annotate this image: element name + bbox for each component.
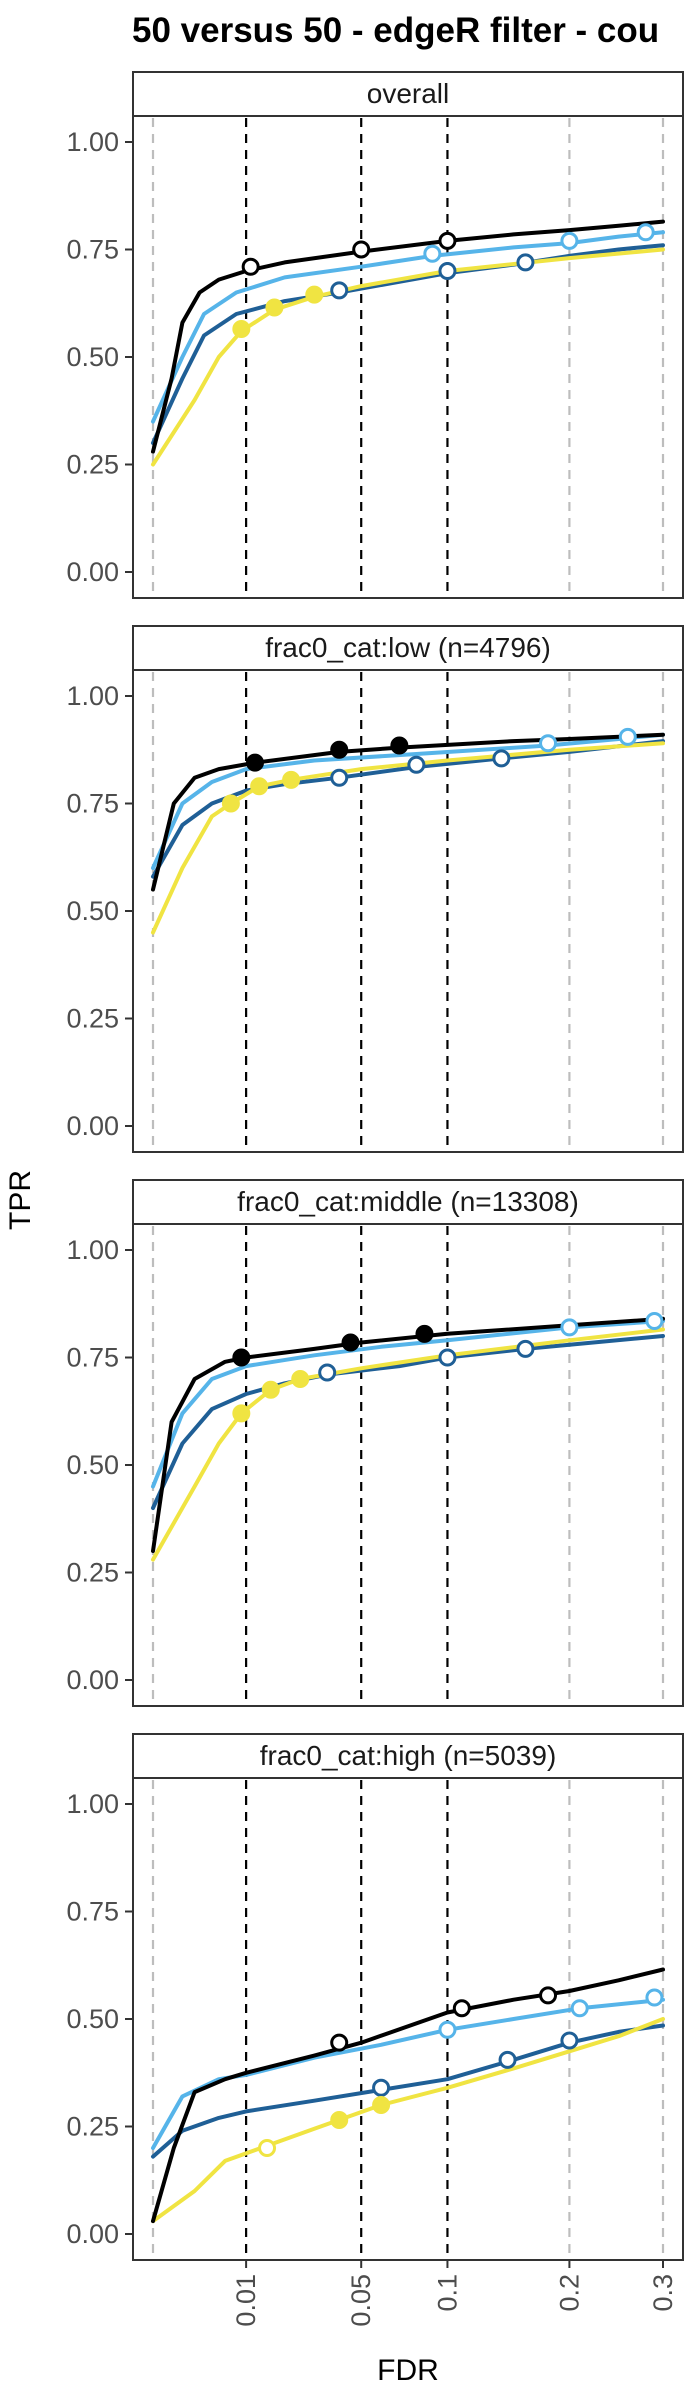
series-line-black xyxy=(151,1316,665,1553)
facet-strip xyxy=(132,625,684,671)
series-line-light-blue xyxy=(151,230,665,424)
y-tick-label: 0.25 xyxy=(66,450,119,480)
series-point-yellow xyxy=(282,770,301,789)
series-point-black xyxy=(452,1999,471,2018)
y-tick-label: 1.00 xyxy=(66,1235,119,1265)
series-point-dark-blue xyxy=(438,1348,457,1367)
series-point-yellow xyxy=(250,777,269,796)
series-point-dark-blue xyxy=(438,262,457,280)
x-tick-label: 0.3 xyxy=(648,2274,678,2312)
x-axis-label: FDR xyxy=(377,2354,439,2387)
series-point-black xyxy=(390,736,409,755)
series-point-black xyxy=(539,1986,558,2005)
facet-panel: frac0_cat:high (n=5039) 0.00 0.25 0.50 0.75 1… xyxy=(66,1733,684,2327)
y-tick-label: 0.50 xyxy=(66,1450,119,1480)
series-point-black xyxy=(232,1348,251,1367)
series-point-black xyxy=(415,1324,434,1343)
series-point-black xyxy=(438,231,457,250)
series-point-black xyxy=(330,740,349,759)
series-point-light-blue xyxy=(645,1311,664,1330)
series-point-dark-blue xyxy=(330,281,349,300)
facet-strip-label: frac0_cat:middle (n=13308) xyxy=(237,1186,579,1217)
y-tick-label: 0.75 xyxy=(66,235,119,265)
facet-panel: overall 0.00 0.25 0.50 0.75 1.00 xyxy=(66,71,684,599)
series-point-yellow xyxy=(232,320,251,339)
facet-strip-label: frac0_cat:low (n=4796) xyxy=(265,632,551,663)
y-tick-label: 0.25 xyxy=(66,1558,119,1588)
y-tick-label: 0.50 xyxy=(66,2004,119,2034)
series-point-light-blue xyxy=(560,231,579,250)
series-point-black xyxy=(246,753,264,772)
series-point-black xyxy=(330,2033,349,2052)
series-point-light-blue xyxy=(645,1988,664,2007)
series-point-light-blue xyxy=(636,223,655,242)
x-tick-label: 0.1 xyxy=(432,2274,462,2312)
y-tick-label: 0.25 xyxy=(66,2112,119,2142)
series-point-black xyxy=(241,257,260,276)
series-line-dark-blue xyxy=(151,243,665,445)
y-tick-label: 0.00 xyxy=(66,557,119,587)
series-line-dark-blue xyxy=(151,739,665,879)
chart-title: 50 versus 50 - edgeR filter - cou xyxy=(132,11,659,50)
y-axis-label: TPR xyxy=(4,1170,37,1230)
x-tick-label: 0.01 xyxy=(231,2274,261,2327)
series-point-light-blue xyxy=(570,1999,589,2018)
series-point-dark-blue xyxy=(492,749,511,768)
facet-panel: frac0_cat:middle (n=13308) 0.00 0.25 0.50 0.… xyxy=(66,1179,684,1707)
series-point-yellow xyxy=(330,2111,349,2130)
y-tick-label: 0.75 xyxy=(66,1343,119,1373)
series-point-light-blue xyxy=(560,1318,579,1337)
y-tick-label: 0.75 xyxy=(66,789,119,819)
series-point-dark-blue xyxy=(498,2050,517,2069)
x-tick-label: 0.2 xyxy=(554,2274,584,2312)
y-tick-label: 1.00 xyxy=(66,681,119,711)
facet-panels: overall0.000.250.500.751.00frac0_cat:low… xyxy=(66,71,684,2327)
series-point-black xyxy=(352,240,371,259)
y-tick-label: 1.00 xyxy=(66,1789,119,1819)
y-tick-label: 0.50 xyxy=(66,896,119,926)
y-tick-label: 0.25 xyxy=(66,1004,119,1034)
series-point-yellow xyxy=(258,2139,277,2157)
y-tick-label: 0.00 xyxy=(66,1665,119,1695)
facet-strip-label: overall xyxy=(367,78,449,109)
series-point-dark-blue xyxy=(516,1339,535,1358)
series-point-yellow xyxy=(305,285,324,304)
y-tick-label: 1.00 xyxy=(66,127,119,157)
series-point-light-blue xyxy=(618,727,637,746)
y-tick-label: 0.75 xyxy=(66,1897,119,1927)
series-point-yellow xyxy=(372,2096,391,2114)
facet-panel: frac0_cat:low (n=4796) 0.00 0.25 0.50 0.75 1.… xyxy=(66,625,684,1153)
series-point-yellow xyxy=(221,794,240,813)
series-point-yellow xyxy=(232,1404,251,1423)
series-point-black xyxy=(341,1333,360,1352)
series-line-black xyxy=(151,219,665,454)
facet-strip-label: frac0_cat:high (n=5039) xyxy=(260,1740,557,1771)
x-tick-label: 0.05 xyxy=(346,2274,376,2327)
y-tick-label: 0.00 xyxy=(66,2219,119,2249)
series-point-dark-blue xyxy=(560,2031,579,2050)
series-point-dark-blue xyxy=(407,755,426,774)
series-line-yellow xyxy=(151,1327,665,1562)
series-line-light-blue xyxy=(151,1319,665,1489)
series-point-yellow xyxy=(291,1370,310,1388)
series-point-light-blue xyxy=(438,2020,457,2039)
series-line-yellow xyxy=(151,247,665,467)
series-line-light-blue xyxy=(151,732,665,870)
series-point-yellow xyxy=(265,298,284,317)
y-tick-label: 0.50 xyxy=(66,342,119,372)
y-tick-label: 0.00 xyxy=(66,1111,119,1141)
facet-strip xyxy=(132,1179,684,1225)
facet-strip xyxy=(132,1733,684,1779)
series-point-light-blue xyxy=(539,734,558,753)
series-point-dark-blue xyxy=(516,253,535,272)
series-point-dark-blue xyxy=(318,1363,337,1382)
series-point-yellow xyxy=(261,1380,280,1399)
series-point-dark-blue xyxy=(330,768,349,787)
series-point-light-blue xyxy=(423,244,442,263)
facet-strip xyxy=(132,71,684,117)
series-point-dark-blue xyxy=(372,2078,391,2097)
